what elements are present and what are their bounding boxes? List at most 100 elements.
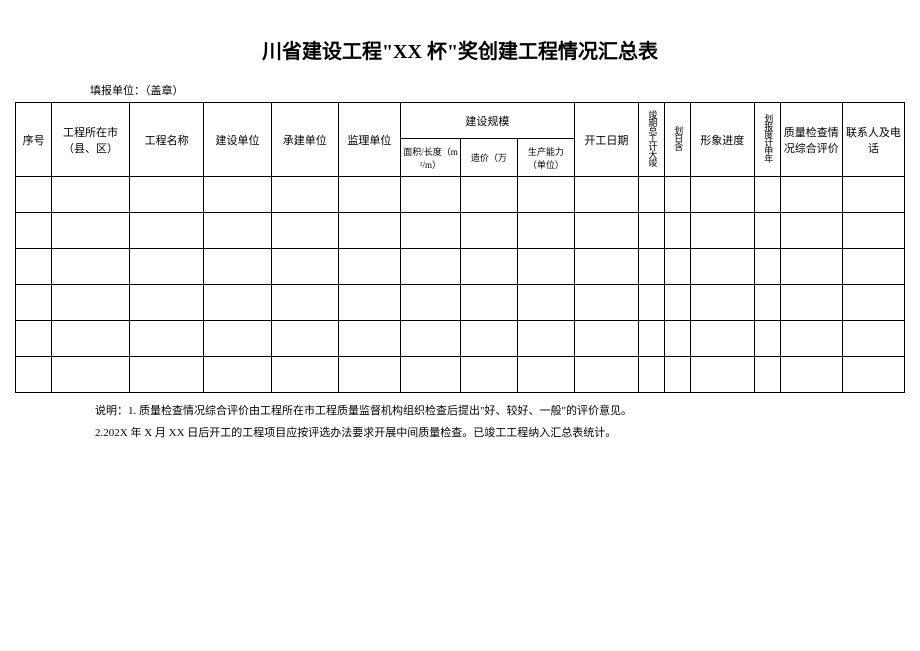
table-cell bbox=[16, 249, 52, 285]
table-cell bbox=[664, 213, 690, 249]
page-title: 川省建设工程"XX 杯"奖创建工程情况汇总表 bbox=[15, 35, 905, 64]
table-cell bbox=[754, 177, 780, 213]
table-cell bbox=[16, 177, 52, 213]
table-cell bbox=[271, 213, 338, 249]
table-cell bbox=[754, 285, 780, 321]
table-cell bbox=[842, 213, 904, 249]
table-cell bbox=[780, 321, 842, 357]
table-cell bbox=[780, 249, 842, 285]
table-cell bbox=[664, 357, 690, 393]
header-capacity: 生产能力（单位） bbox=[517, 139, 574, 177]
table-cell bbox=[400, 321, 460, 357]
table-cell bbox=[780, 213, 842, 249]
table-cell bbox=[664, 321, 690, 357]
table-cell bbox=[517, 177, 574, 213]
header-city: 工程所在市（县、区） bbox=[52, 103, 130, 177]
table-cell bbox=[338, 321, 400, 357]
table-cell bbox=[754, 213, 780, 249]
header-contact: 联系人及电话 bbox=[842, 103, 904, 177]
table-cell bbox=[754, 249, 780, 285]
table-cell bbox=[460, 357, 517, 393]
header-start-date: 开工日期 bbox=[574, 103, 638, 177]
header-plan-year: 划报度计申年 bbox=[754, 103, 780, 177]
header-contract-unit: 承建单位 bbox=[271, 103, 338, 177]
table-row bbox=[16, 285, 905, 321]
table-cell bbox=[460, 249, 517, 285]
header-seq: 序号 bbox=[16, 103, 52, 177]
table-cell bbox=[690, 213, 754, 249]
table-header-row1: 序号 工程所在市（县、区） 工程名称 建设单位 承建单位 监理单位 建设规模 开… bbox=[16, 103, 905, 139]
table-cell bbox=[460, 321, 517, 357]
table-cell bbox=[842, 177, 904, 213]
table-cell bbox=[574, 249, 638, 285]
header-scale: 建设规模 bbox=[400, 103, 574, 139]
table-cell bbox=[400, 177, 460, 213]
note-line1: 说明：1. 质量检查情况综合评价由工程所在市工程质量监督机构组织检查后提出"好、… bbox=[95, 400, 905, 422]
table-row bbox=[16, 177, 905, 213]
table-cell bbox=[690, 357, 754, 393]
table-cell bbox=[271, 357, 338, 393]
table-cell bbox=[780, 357, 842, 393]
table-cell bbox=[338, 249, 400, 285]
table-cell bbox=[460, 213, 517, 249]
table-cell bbox=[338, 357, 400, 393]
table-cell bbox=[754, 321, 780, 357]
table-cell bbox=[664, 177, 690, 213]
table-cell bbox=[52, 213, 130, 249]
table-cell bbox=[52, 177, 130, 213]
table-cell bbox=[204, 357, 271, 393]
header-cost: 造价（万 bbox=[460, 139, 517, 177]
table-row bbox=[16, 249, 905, 285]
table-cell bbox=[690, 177, 754, 213]
table-cell bbox=[204, 321, 271, 357]
subtitle: 填报单位：（盖章） bbox=[90, 82, 905, 98]
table-cell bbox=[842, 249, 904, 285]
table-cell bbox=[52, 321, 130, 357]
table-cell bbox=[16, 213, 52, 249]
table-cell bbox=[271, 285, 338, 321]
table-cell bbox=[754, 357, 780, 393]
table-cell bbox=[52, 357, 130, 393]
table-body bbox=[16, 177, 905, 393]
header-complete: 划日含 bbox=[664, 103, 690, 177]
header-supervise-unit: 监理单位 bbox=[338, 103, 400, 177]
table-cell bbox=[517, 249, 574, 285]
table-cell bbox=[780, 285, 842, 321]
table-cell bbox=[842, 321, 904, 357]
table-cell bbox=[338, 177, 400, 213]
table-cell bbox=[271, 177, 338, 213]
table-cell bbox=[16, 357, 52, 393]
table-cell bbox=[129, 177, 204, 213]
table-cell bbox=[574, 285, 638, 321]
table-cell bbox=[16, 285, 52, 321]
table-cell bbox=[52, 285, 130, 321]
table-cell bbox=[204, 249, 271, 285]
table-cell bbox=[129, 357, 204, 393]
table-cell bbox=[574, 177, 638, 213]
table-cell bbox=[574, 357, 638, 393]
table-cell bbox=[338, 285, 400, 321]
notes: 说明：1. 质量检查情况综合评价由工程所在市工程质量监督机构组织检查后提出"好、… bbox=[95, 400, 905, 444]
summary-table: 序号 工程所在市（县、区） 工程名称 建设单位 承建单位 监理单位 建设规模 开… bbox=[15, 102, 905, 393]
table-cell bbox=[574, 321, 638, 357]
table-cell bbox=[338, 213, 400, 249]
table-cell bbox=[638, 213, 664, 249]
table-cell bbox=[842, 285, 904, 321]
table-cell bbox=[638, 249, 664, 285]
table-cell bbox=[638, 357, 664, 393]
table-cell bbox=[638, 177, 664, 213]
table-cell bbox=[129, 285, 204, 321]
table-cell bbox=[204, 177, 271, 213]
table-row bbox=[16, 321, 905, 357]
header-name: 工程名称 bbox=[129, 103, 204, 177]
table-cell bbox=[460, 285, 517, 321]
table-cell bbox=[400, 285, 460, 321]
table-cell bbox=[690, 249, 754, 285]
header-build-unit: 建设单位 bbox=[204, 103, 271, 177]
table-cell bbox=[690, 321, 754, 357]
table-cell bbox=[664, 285, 690, 321]
table-cell bbox=[780, 177, 842, 213]
table-cell bbox=[517, 285, 574, 321]
table-cell bbox=[400, 213, 460, 249]
table-cell bbox=[574, 213, 638, 249]
